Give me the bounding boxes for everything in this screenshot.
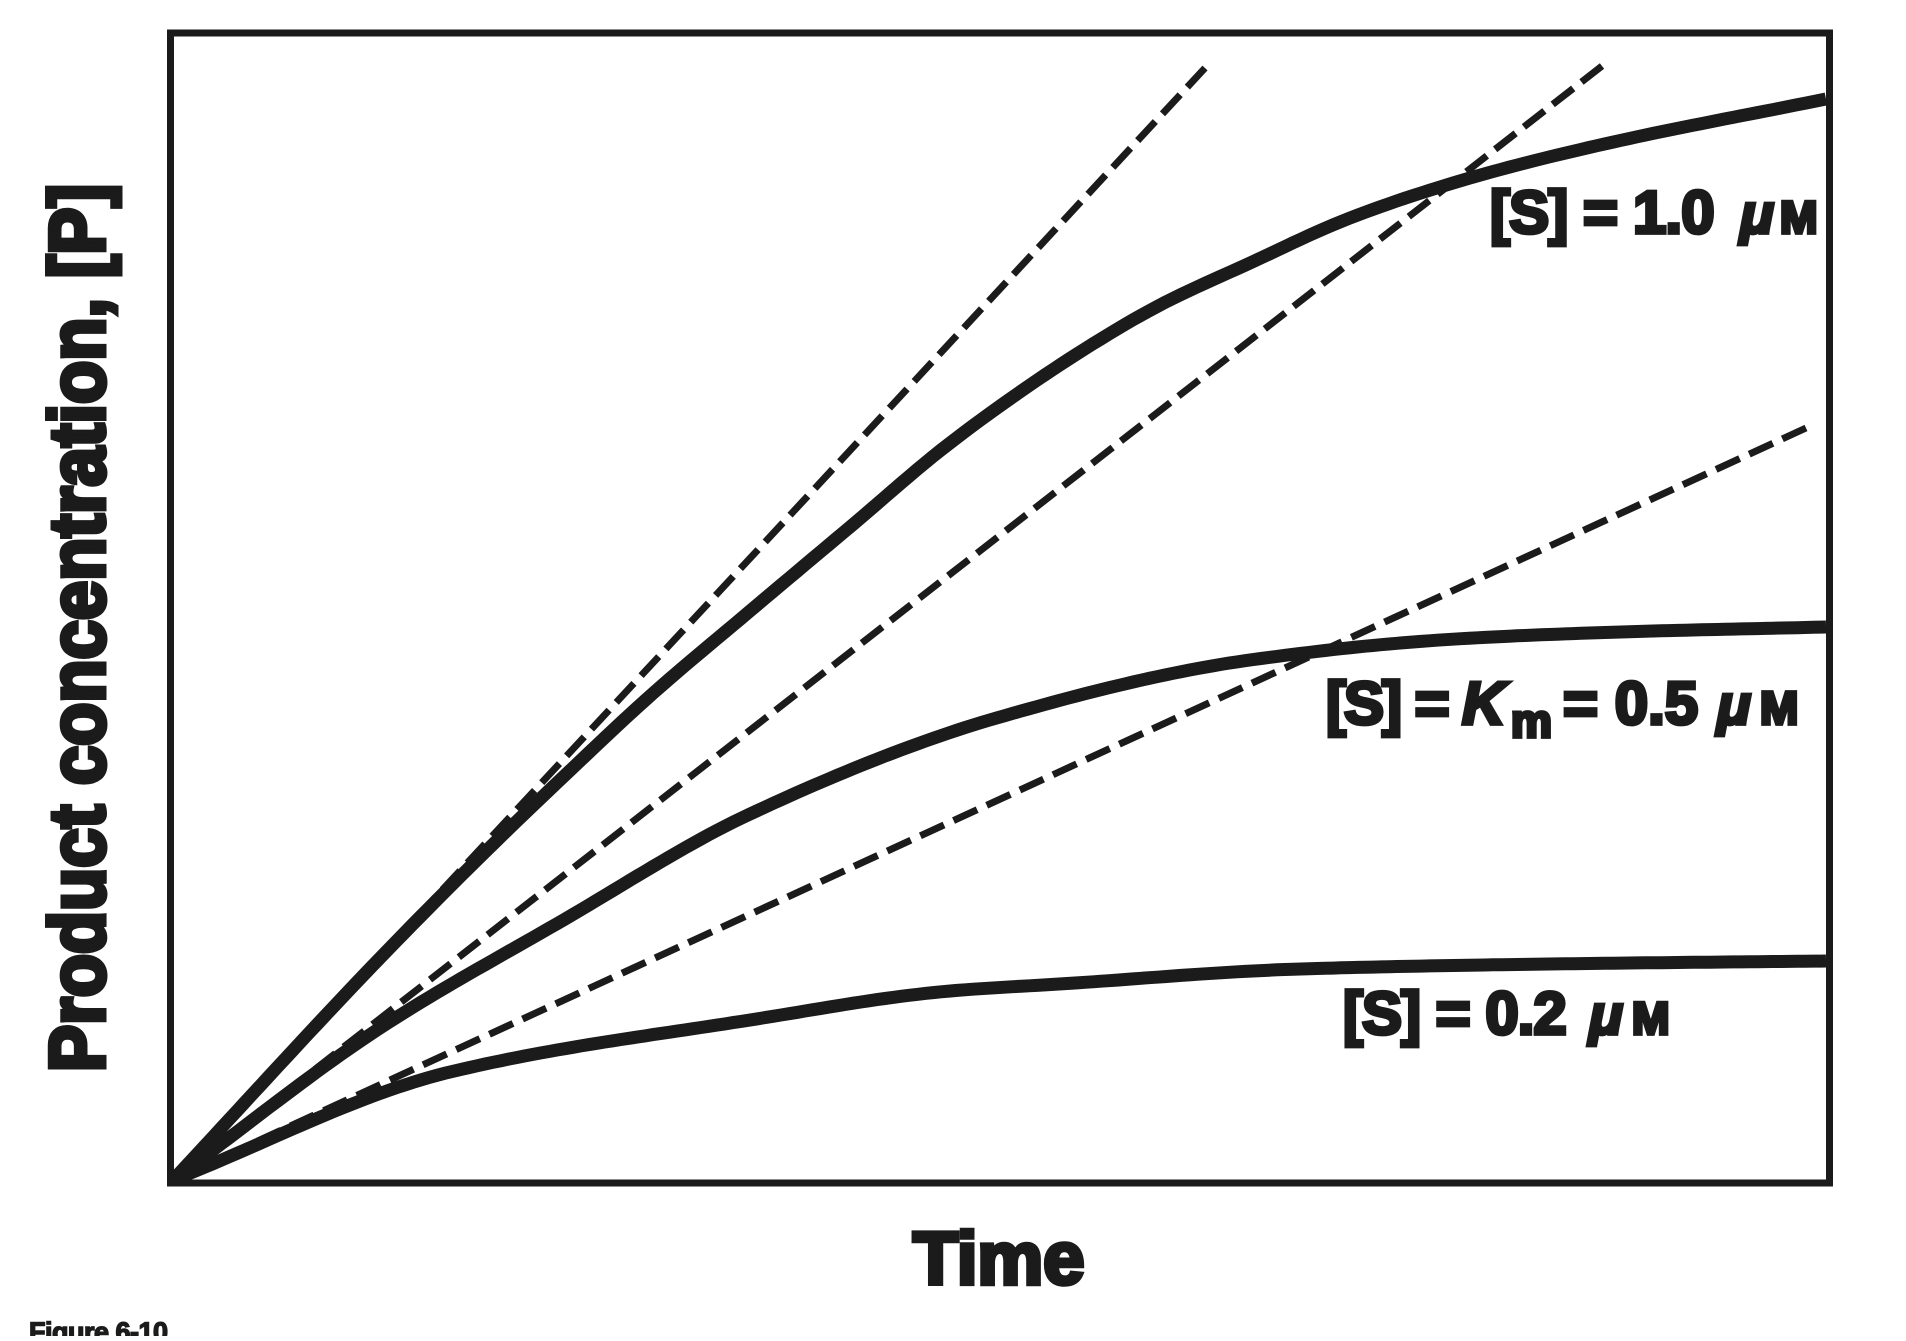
- svg-text:M: M: [1760, 682, 1798, 734]
- svg-text:μ: μ: [1587, 983, 1623, 1046]
- svg-text:Product concentration, [P]: Product concentration, [P]: [33, 184, 121, 1072]
- svg-text:[S] = 1.0: [S] = 1.0: [1490, 179, 1714, 246]
- svg-text:M: M: [1780, 192, 1818, 243]
- svg-text:K: K: [1462, 670, 1509, 737]
- svg-text:m: m: [1511, 695, 1552, 747]
- svg-text:[S] =: [S] =: [1326, 670, 1448, 737]
- svg-text:Figure 6-10: Figure 6-10: [29, 1317, 168, 1336]
- svg-text:M: M: [1632, 993, 1670, 1044]
- svg-text:= 0.5: = 0.5: [1563, 670, 1698, 737]
- svg-text:Time: Time: [913, 1217, 1084, 1300]
- svg-text:[S] = 0.2: [S] = 0.2: [1343, 980, 1566, 1047]
- svg-text:μ: μ: [1738, 182, 1774, 245]
- svg-text:μ: μ: [1715, 673, 1751, 736]
